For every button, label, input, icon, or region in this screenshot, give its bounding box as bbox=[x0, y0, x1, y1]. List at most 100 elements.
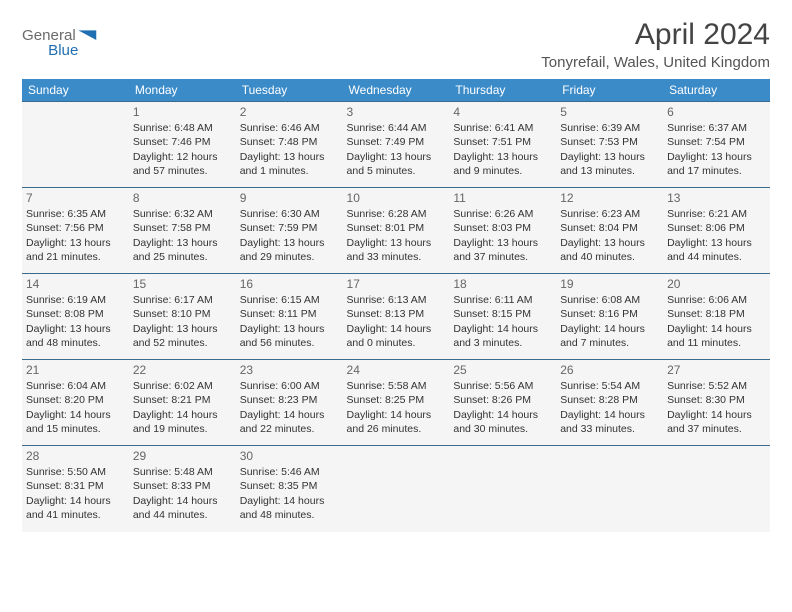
calendar-day-cell: 12Sunrise: 6:23 AM Sunset: 8:04 PM Dayli… bbox=[556, 188, 663, 274]
calendar-day-cell: 23Sunrise: 6:00 AM Sunset: 8:23 PM Dayli… bbox=[236, 360, 343, 446]
day-details: Sunrise: 6:17 AM Sunset: 8:10 PM Dayligh… bbox=[133, 293, 232, 350]
day-number: 7 bbox=[26, 190, 125, 206]
day-number: 6 bbox=[667, 104, 766, 120]
day-details: Sunrise: 6:28 AM Sunset: 8:01 PM Dayligh… bbox=[347, 207, 446, 264]
day-number: 28 bbox=[26, 448, 125, 464]
logo-icon: General Blue bbox=[22, 22, 132, 62]
calendar-day-cell: 13Sunrise: 6:21 AM Sunset: 8:06 PM Dayli… bbox=[663, 188, 770, 274]
day-details: Sunrise: 6:08 AM Sunset: 8:16 PM Dayligh… bbox=[560, 293, 659, 350]
day-number: 4 bbox=[453, 104, 552, 120]
calendar-day-cell: 8Sunrise: 6:32 AM Sunset: 7:58 PM Daylig… bbox=[129, 188, 236, 274]
calendar-day-cell: 5Sunrise: 6:39 AM Sunset: 7:53 PM Daylig… bbox=[556, 102, 663, 188]
day-number: 1 bbox=[133, 104, 232, 120]
day-number: 5 bbox=[560, 104, 659, 120]
calendar-day-cell: 24Sunrise: 5:58 AM Sunset: 8:25 PM Dayli… bbox=[343, 360, 450, 446]
day-number: 18 bbox=[453, 276, 552, 292]
calendar-week-row: 28Sunrise: 5:50 AM Sunset: 8:31 PM Dayli… bbox=[22, 446, 770, 532]
day-number: 30 bbox=[240, 448, 339, 464]
day-details: Sunrise: 6:21 AM Sunset: 8:06 PM Dayligh… bbox=[667, 207, 766, 264]
day-details: Sunrise: 6:30 AM Sunset: 7:59 PM Dayligh… bbox=[240, 207, 339, 264]
day-number: 20 bbox=[667, 276, 766, 292]
logo-triangle-icon bbox=[78, 30, 96, 40]
weekday-header: Friday bbox=[556, 79, 663, 102]
weekday-header: Tuesday bbox=[236, 79, 343, 102]
calendar-day-cell: 10Sunrise: 6:28 AM Sunset: 8:01 PM Dayli… bbox=[343, 188, 450, 274]
calendar-day-cell bbox=[22, 102, 129, 188]
day-details: Sunrise: 6:35 AM Sunset: 7:56 PM Dayligh… bbox=[26, 207, 125, 264]
day-details: Sunrise: 6:23 AM Sunset: 8:04 PM Dayligh… bbox=[560, 207, 659, 264]
weekday-header: Monday bbox=[129, 79, 236, 102]
day-number: 2 bbox=[240, 104, 339, 120]
day-number: 9 bbox=[240, 190, 339, 206]
day-number: 21 bbox=[26, 362, 125, 378]
day-details: Sunrise: 6:13 AM Sunset: 8:13 PM Dayligh… bbox=[347, 293, 446, 350]
calendar-day-cell: 29Sunrise: 5:48 AM Sunset: 8:33 PM Dayli… bbox=[129, 446, 236, 532]
day-number: 22 bbox=[133, 362, 232, 378]
weekday-header: Saturday bbox=[663, 79, 770, 102]
day-number: 11 bbox=[453, 190, 552, 206]
calendar-day-cell: 2Sunrise: 6:46 AM Sunset: 7:48 PM Daylig… bbox=[236, 102, 343, 188]
calendar-day-cell bbox=[449, 446, 556, 532]
location-label: Tonyrefail, Wales, United Kingdom bbox=[541, 54, 770, 71]
weekday-header-row: Sunday Monday Tuesday Wednesday Thursday… bbox=[22, 79, 770, 102]
day-details: Sunrise: 6:41 AM Sunset: 7:51 PM Dayligh… bbox=[453, 121, 552, 178]
day-details: Sunrise: 5:58 AM Sunset: 8:25 PM Dayligh… bbox=[347, 379, 446, 436]
calendar-day-cell: 4Sunrise: 6:41 AM Sunset: 7:51 PM Daylig… bbox=[449, 102, 556, 188]
day-details: Sunrise: 6:06 AM Sunset: 8:18 PM Dayligh… bbox=[667, 293, 766, 350]
calendar-day-cell: 1Sunrise: 6:48 AM Sunset: 7:46 PM Daylig… bbox=[129, 102, 236, 188]
day-details: Sunrise: 5:50 AM Sunset: 8:31 PM Dayligh… bbox=[26, 465, 125, 522]
day-details: Sunrise: 5:46 AM Sunset: 8:35 PM Dayligh… bbox=[240, 465, 339, 522]
header: General Blue April 2024 Tonyrefail, Wale… bbox=[22, 18, 770, 71]
calendar-day-cell: 14Sunrise: 6:19 AM Sunset: 8:08 PM Dayli… bbox=[22, 274, 129, 360]
calendar-day-cell: 15Sunrise: 6:17 AM Sunset: 8:10 PM Dayli… bbox=[129, 274, 236, 360]
calendar-day-cell bbox=[556, 446, 663, 532]
calendar-day-cell: 16Sunrise: 6:15 AM Sunset: 8:11 PM Dayli… bbox=[236, 274, 343, 360]
day-details: Sunrise: 6:32 AM Sunset: 7:58 PM Dayligh… bbox=[133, 207, 232, 264]
calendar-day-cell: 25Sunrise: 5:56 AM Sunset: 8:26 PM Dayli… bbox=[449, 360, 556, 446]
calendar-body: 1Sunrise: 6:48 AM Sunset: 7:46 PM Daylig… bbox=[22, 102, 770, 532]
day-number: 29 bbox=[133, 448, 232, 464]
brand-logo: General Blue bbox=[22, 22, 132, 62]
calendar-day-cell: 30Sunrise: 5:46 AM Sunset: 8:35 PM Dayli… bbox=[236, 446, 343, 532]
day-details: Sunrise: 5:54 AM Sunset: 8:28 PM Dayligh… bbox=[560, 379, 659, 436]
day-details: Sunrise: 6:11 AM Sunset: 8:15 PM Dayligh… bbox=[453, 293, 552, 350]
day-number: 17 bbox=[347, 276, 446, 292]
day-number: 27 bbox=[667, 362, 766, 378]
day-number: 24 bbox=[347, 362, 446, 378]
day-number: 14 bbox=[26, 276, 125, 292]
day-details: Sunrise: 6:00 AM Sunset: 8:23 PM Dayligh… bbox=[240, 379, 339, 436]
day-details: Sunrise: 6:44 AM Sunset: 7:49 PM Dayligh… bbox=[347, 121, 446, 178]
day-number: 19 bbox=[560, 276, 659, 292]
day-number: 10 bbox=[347, 190, 446, 206]
calendar-day-cell: 27Sunrise: 5:52 AM Sunset: 8:30 PM Dayli… bbox=[663, 360, 770, 446]
calendar-day-cell: 6Sunrise: 6:37 AM Sunset: 7:54 PM Daylig… bbox=[663, 102, 770, 188]
calendar-week-row: 21Sunrise: 6:04 AM Sunset: 8:20 PM Dayli… bbox=[22, 360, 770, 446]
day-details: Sunrise: 5:52 AM Sunset: 8:30 PM Dayligh… bbox=[667, 379, 766, 436]
calendar-day-cell: 7Sunrise: 6:35 AM Sunset: 7:56 PM Daylig… bbox=[22, 188, 129, 274]
day-details: Sunrise: 6:26 AM Sunset: 8:03 PM Dayligh… bbox=[453, 207, 552, 264]
calendar-day-cell: 21Sunrise: 6:04 AM Sunset: 8:20 PM Dayli… bbox=[22, 360, 129, 446]
calendar-week-row: 14Sunrise: 6:19 AM Sunset: 8:08 PM Dayli… bbox=[22, 274, 770, 360]
weekday-header: Sunday bbox=[22, 79, 129, 102]
day-number: 15 bbox=[133, 276, 232, 292]
day-details: Sunrise: 6:48 AM Sunset: 7:46 PM Dayligh… bbox=[133, 121, 232, 178]
day-details: Sunrise: 6:39 AM Sunset: 7:53 PM Dayligh… bbox=[560, 121, 659, 178]
calendar-week-row: 1Sunrise: 6:48 AM Sunset: 7:46 PM Daylig… bbox=[22, 102, 770, 188]
calendar-day-cell: 20Sunrise: 6:06 AM Sunset: 8:18 PM Dayli… bbox=[663, 274, 770, 360]
day-details: Sunrise: 6:19 AM Sunset: 8:08 PM Dayligh… bbox=[26, 293, 125, 350]
day-number: 13 bbox=[667, 190, 766, 206]
logo-text-blue: Blue bbox=[48, 42, 78, 59]
day-number: 23 bbox=[240, 362, 339, 378]
calendar-day-cell bbox=[343, 446, 450, 532]
day-details: Sunrise: 5:48 AM Sunset: 8:33 PM Dayligh… bbox=[133, 465, 232, 522]
day-details: Sunrise: 6:15 AM Sunset: 8:11 PM Dayligh… bbox=[240, 293, 339, 350]
calendar-day-cell: 28Sunrise: 5:50 AM Sunset: 8:31 PM Dayli… bbox=[22, 446, 129, 532]
calendar-day-cell: 18Sunrise: 6:11 AM Sunset: 8:15 PM Dayli… bbox=[449, 274, 556, 360]
day-details: Sunrise: 6:02 AM Sunset: 8:21 PM Dayligh… bbox=[133, 379, 232, 436]
calendar-day-cell: 22Sunrise: 6:02 AM Sunset: 8:21 PM Dayli… bbox=[129, 360, 236, 446]
month-title: April 2024 bbox=[541, 18, 770, 52]
day-details: Sunrise: 6:37 AM Sunset: 7:54 PM Dayligh… bbox=[667, 121, 766, 178]
calendar-day-cell: 26Sunrise: 5:54 AM Sunset: 8:28 PM Dayli… bbox=[556, 360, 663, 446]
calendar-day-cell: 19Sunrise: 6:08 AM Sunset: 8:16 PM Dayli… bbox=[556, 274, 663, 360]
weekday-header: Wednesday bbox=[343, 79, 450, 102]
